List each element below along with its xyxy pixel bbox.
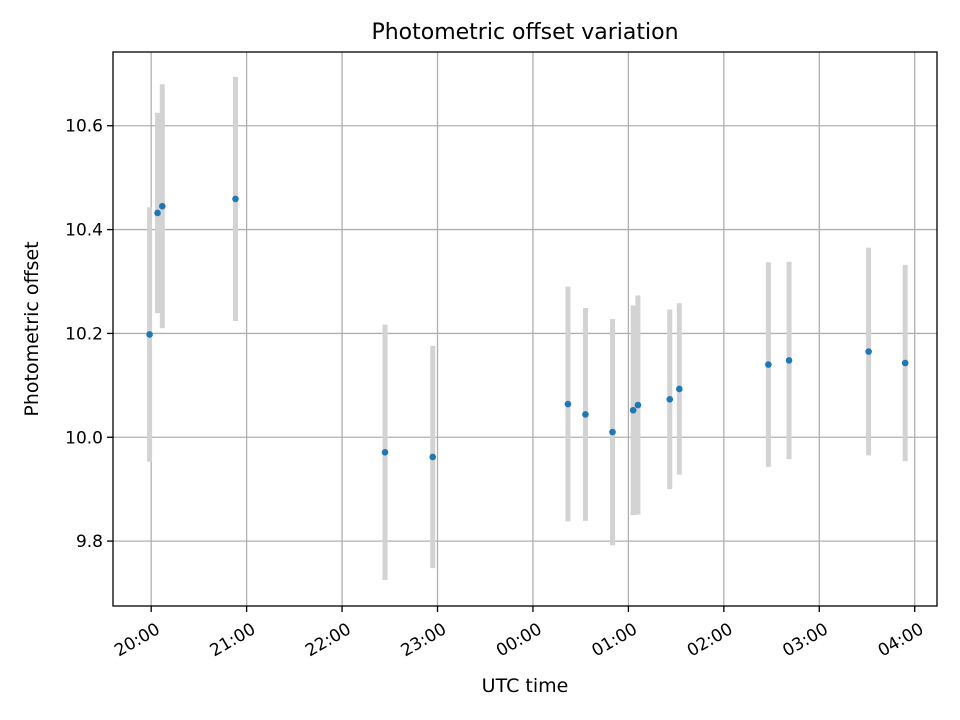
x-axis-label: UTC time — [482, 675, 569, 697]
y-axis-label: Photometric offset — [21, 241, 43, 416]
y-tick-label: 9.8 — [76, 532, 103, 552]
y-tick-label: 10.6 — [65, 117, 103, 137]
y-axis-ticks: 9.8 10.0 10.2 10.4 10.6 — [65, 117, 113, 552]
plot-frame — [112, 51, 938, 607]
data-point — [785, 357, 793, 364]
data-point — [159, 202, 166, 210]
data-point — [676, 385, 683, 393]
data-point — [901, 359, 909, 367]
data-point — [629, 406, 637, 414]
data-point — [564, 400, 572, 408]
data-markers — [146, 195, 909, 461]
data-point — [609, 428, 616, 436]
chart-title: Photometric offset variation — [371, 20, 678, 45]
data-point — [429, 453, 437, 461]
data-point — [154, 209, 161, 217]
data-point — [865, 348, 872, 355]
y-tick-label: 10.4 — [65, 221, 103, 241]
data-point — [666, 396, 674, 403]
grid — [113, 52, 937, 606]
data-point — [381, 449, 389, 456]
y-tick-label: 10.0 — [65, 428, 103, 448]
data-point — [765, 361, 772, 368]
data-point — [582, 411, 589, 418]
y-tick-label: 10.2 — [65, 324, 103, 344]
data-point — [146, 331, 153, 338]
data-point — [634, 401, 642, 409]
data-point — [232, 195, 239, 203]
